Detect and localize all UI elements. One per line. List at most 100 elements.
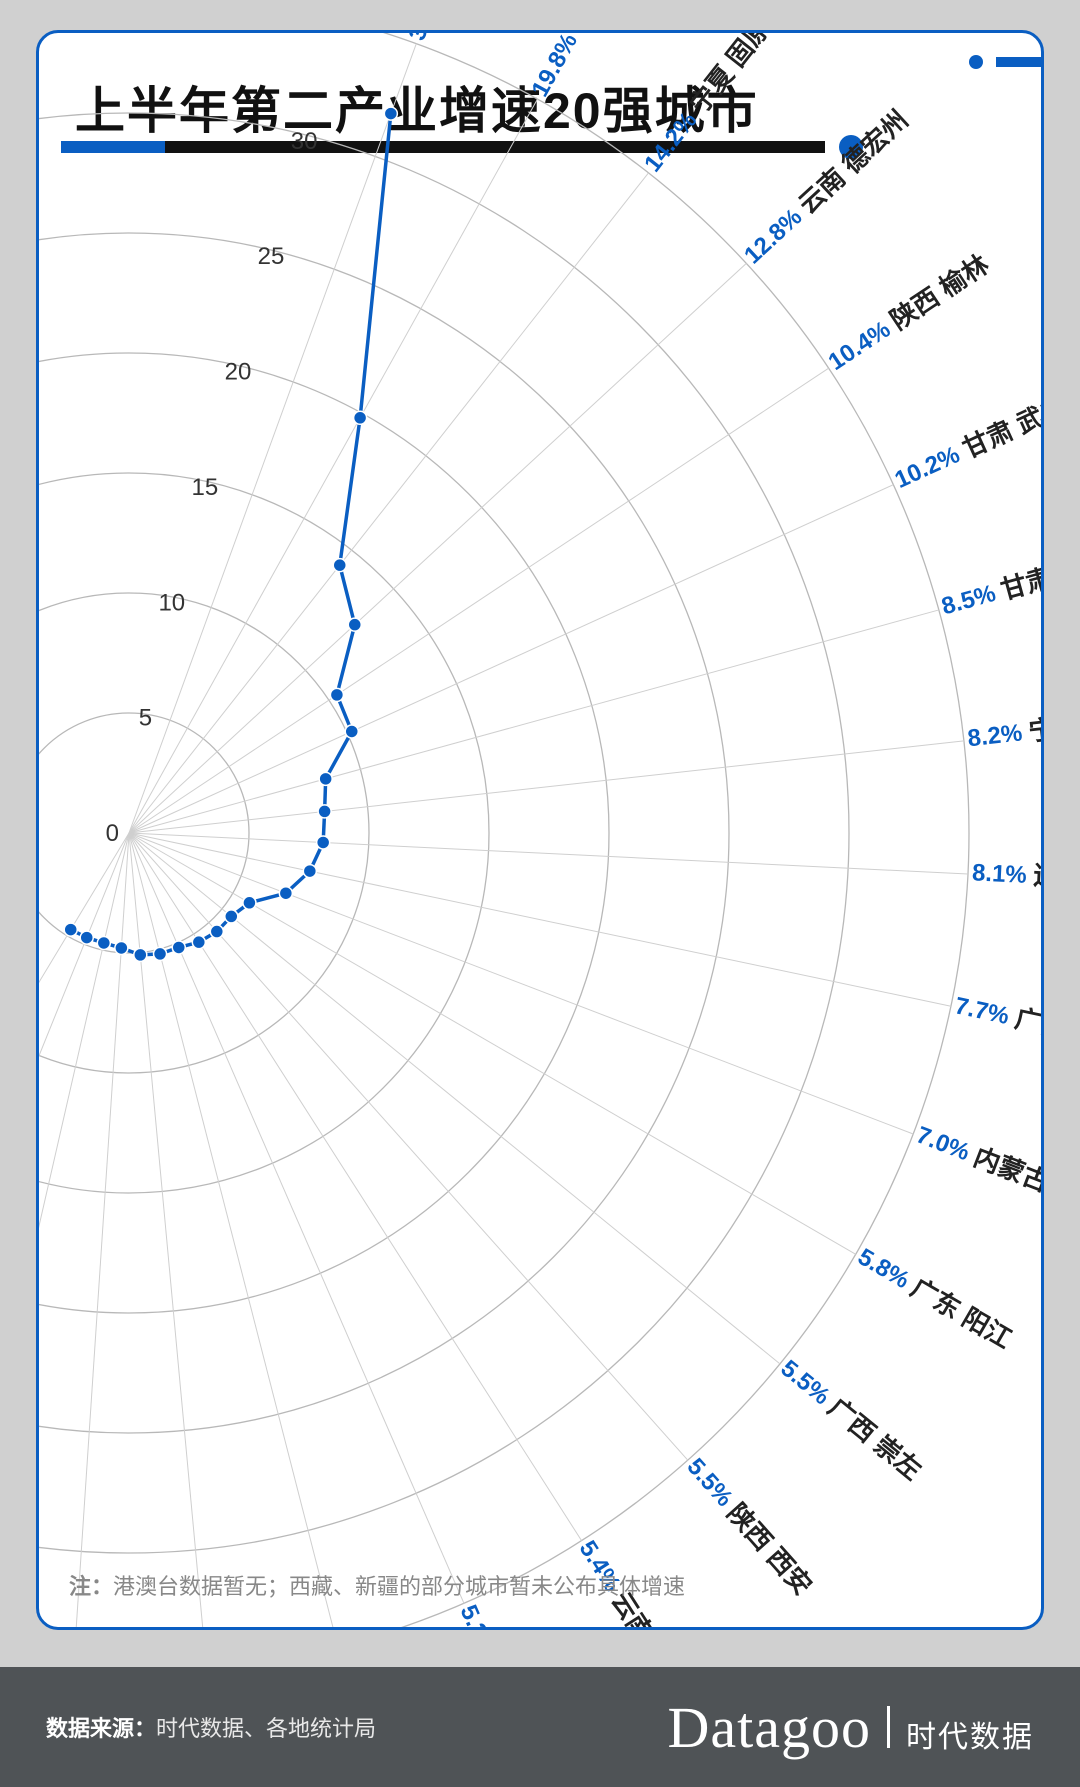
spoke [129,173,648,833]
data-value: 10.4% [824,312,901,376]
series-dot [345,725,358,738]
data-label: 8.5% 甘肃 金昌 [938,547,1044,622]
corner-accent-dot [969,55,983,69]
ring-label: 25 [258,243,285,270]
spoke [129,833,856,1254]
series-dot [172,941,185,954]
source-text: 时代数据、各地统计局 [156,1716,376,1741]
series-dot [330,688,343,701]
polar-chart: 05101520253031.9% 浙江 舟山19.8% 新疆 昌吉州14.2%… [39,173,1044,1553]
spoke [129,741,964,833]
title-underline-main [165,141,825,153]
series-dot [243,896,256,909]
data-value: 5.8% [853,1244,920,1298]
brand-block: Datagoo 时代数据 [668,1694,1035,1761]
data-label: 5.5% 广西 崇左 [775,1353,928,1485]
data-label: 10.2% 甘肃 武威 [890,390,1044,494]
series-dot [354,411,367,424]
series-dot [210,925,223,938]
series-dot [384,107,397,120]
data-label-group: 31.9% 浙江 舟山 [402,30,494,44]
data-label: 7.7% 广西 梧州 [952,990,1044,1055]
series-dot [64,923,77,936]
data-label: 10.4% 陕西 榆林 [823,249,994,377]
series-dot [154,947,167,960]
data-city: 辽宁 盘锦 [1033,860,1044,895]
series-dot [348,618,361,631]
series-dot [134,948,147,961]
corner-accent-bar [996,57,1044,67]
data-city: 甘肃 武威 [958,390,1044,463]
brand-divider-icon [887,1706,890,1748]
data-label-group: 7.7% 广西 梧州 [952,990,1044,1055]
series-dot [303,865,316,878]
data-value: 7.7% [952,993,1018,1032]
data-value: 8.2% [966,719,1030,753]
data-value: 5.2% [454,1601,503,1630]
data-label-group: 10.2% 甘肃 武威 [890,390,1044,494]
series-dot [279,887,292,900]
spoke [129,368,829,833]
data-value: 10.2% [891,439,970,495]
ring-label: 5 [139,705,152,732]
series-dot [192,936,205,949]
ring-label: 0 [106,820,119,847]
ring-label: 30 [291,128,318,155]
series-dot [97,936,110,949]
data-label-group: 8.5% 甘肃 金昌 [938,547,1044,622]
spoke [129,833,913,1134]
data-label: 8.1% 辽宁 盘锦 [971,857,1044,895]
data-label-group: 8.1% 辽宁 盘锦 [971,857,1044,895]
data-city: 甘肃 金昌 [997,547,1044,605]
data-label: 5.8% 广东 阳江 [853,1241,1017,1354]
data-label-group: 8.2% 宁夏 吴忠 [966,704,1044,753]
spoke [129,99,538,833]
data-label-group: 5.2% 广东 潮州 [454,1600,550,1630]
series-dot [319,772,332,785]
series-dot [333,559,346,572]
ring [36,473,489,1193]
ring-label: 15 [192,474,219,501]
ring-labels: 0 5 10 15 20 25 30 [106,128,318,847]
data-value: 7.0% [913,1122,980,1169]
data-label: 31.9% 浙江 舟山 [402,30,494,44]
brand-subtitle: 时代数据 [906,1712,1034,1756]
page-root: 上半年第二产业增速20强城市 05101520253031.9% 浙江 舟山19… [0,0,1080,1787]
chart-svg: 05101520253031.9% 浙江 舟山19.8% 新疆 昌吉州14.2%… [39,173,1044,1553]
spoke [129,833,968,874]
series-dot [317,836,330,849]
data-label: 7.0% 内蒙古 包头 [912,1119,1044,1218]
ring [36,713,249,953]
spoke [129,833,951,1006]
source-label: 数据来源： [46,1716,156,1741]
data-label: 5.5% 陕西 西安 [681,1452,818,1601]
data-value: 12.8% [739,199,812,270]
spoke [129,44,416,833]
data-label-group: 7.0% 内蒙古 包头 [912,1119,1044,1218]
footer-bar: 数据来源：时代数据、各地统计局 Datagoo 时代数据 [0,1667,1080,1787]
brand-logo-text: Datagoo [668,1694,872,1761]
data-source: 数据来源：时代数据、各地统计局 [46,1711,376,1743]
footnote-text: 港澳台数据暂无；西藏、新疆的部分城市暂未公布具体增速 [113,1574,685,1599]
data-city: 宁夏 吴忠 [1027,704,1044,746]
data-label: 8.2% 宁夏 吴忠 [966,704,1044,753]
ring-label: 20 [225,359,252,386]
series-dot [318,805,331,818]
footnote-label: 注： [69,1574,113,1599]
data-value: 8.1% [971,860,1034,890]
series-dot [115,941,128,954]
spoke [129,485,893,833]
data-city: 广东 阳江 [906,1272,1017,1354]
data-city: 广西 梧州 [1012,1003,1044,1055]
data-city: 陕西 西安 [722,1498,818,1601]
data-labels: 31.9% 浙江 舟山19.8% 新疆 昌吉州14.2% 宁夏 固原12.8% … [36,30,1044,1630]
data-label-group: 5.5% 陕西 西安 [681,1452,818,1601]
data-city: 陕西 榆林 [885,249,994,336]
data-city: 云南 德宏州 [793,104,914,219]
data-label-group: 10.4% 陕西 榆林 [823,249,994,377]
ring-label: 10 [158,589,185,616]
ring [36,113,849,1553]
data-city: 内蒙古 包头 [970,1141,1044,1218]
series-dot [80,931,93,944]
data-label-group: 5.8% 广东 阳江 [853,1241,1017,1354]
